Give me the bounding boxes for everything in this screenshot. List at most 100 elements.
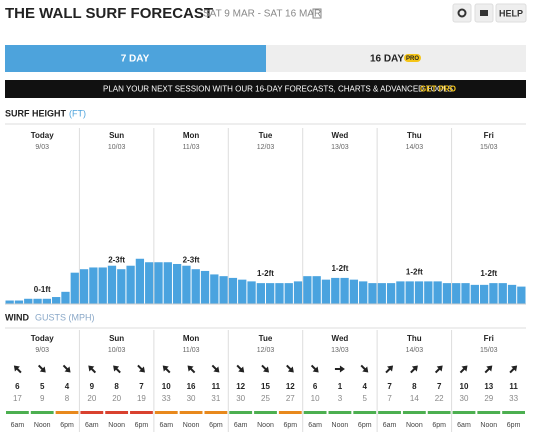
pro-badge — [404, 54, 421, 62]
surf-bar — [42, 298, 52, 304]
surf-bar — [284, 283, 293, 304]
day-date: 11/03 — [183, 144, 200, 151]
wind-speed: 7 — [139, 382, 144, 391]
day-date: 10/03 — [108, 144, 126, 151]
day-date: 11/03 — [183, 347, 200, 354]
wind-gust: 33 — [509, 394, 518, 403]
tab-16day[interactable] — [266, 45, 526, 72]
slot-time: 6pm — [432, 422, 446, 429]
surf-bar — [182, 265, 191, 304]
arrow-shape — [484, 365, 493, 374]
surf-bar — [452, 283, 461, 304]
wind-rating — [105, 411, 129, 414]
surf-range-label: 1-2ft — [480, 269, 497, 278]
tab-7day-label: 7 DAY — [121, 54, 150, 65]
wind-gust: 3 — [338, 394, 343, 403]
wind-speed: 11 — [509, 382, 518, 391]
wind-arrow — [187, 365, 196, 374]
wind-rating — [353, 411, 377, 414]
surf-range-label: 0-1ft — [34, 285, 51, 294]
surf-bar — [517, 286, 526, 304]
slot-time: Noon — [332, 422, 349, 429]
surf-bar — [33, 298, 42, 304]
surf-bar — [228, 277, 238, 304]
slot-time: Noon — [257, 422, 274, 429]
settings-button[interactable] — [452, 3, 472, 23]
wind-speed: 10 — [460, 382, 469, 391]
surf-range-label: 2-3ft — [183, 255, 200, 264]
arrow-shape — [37, 364, 46, 373]
day-date: 12/03 — [257, 347, 275, 354]
arrow-shape — [360, 364, 369, 373]
surf-bar — [489, 283, 498, 304]
day-name: Sun — [109, 131, 124, 140]
slot-time: Noon — [183, 422, 200, 429]
wind-gust: 29 — [484, 394, 493, 403]
wind-rating — [254, 411, 277, 414]
surf-bar — [340, 277, 349, 304]
arrow-shape — [13, 365, 22, 374]
wind-rating — [229, 411, 253, 414]
wind-rating — [303, 411, 327, 414]
arrow-shape — [162, 365, 171, 374]
day-name: Tue — [259, 131, 273, 140]
tab-7day[interactable] — [5, 45, 266, 72]
surf-bar — [210, 274, 219, 304]
wind-arrow — [88, 365, 97, 374]
wind-gust: 27 — [286, 394, 295, 403]
wind-arrow — [162, 365, 171, 374]
surf-bar — [89, 267, 98, 304]
wind-rating — [30, 411, 54, 414]
help-button[interactable] — [495, 3, 527, 23]
wind-rating — [179, 411, 203, 414]
day-date: 12/03 — [257, 144, 275, 151]
day-date: 15/03 — [480, 347, 498, 354]
surf-bar — [24, 298, 33, 304]
arrow-shape — [334, 365, 345, 373]
day-date: 13/03 — [331, 144, 349, 151]
surf-bar — [172, 263, 182, 304]
wind-rating — [55, 411, 79, 414]
day-name: Mon — [183, 334, 200, 343]
wind-rating — [502, 411, 525, 414]
wind-speed: 10 — [162, 382, 171, 391]
promo-cta: GET PRO — [420, 85, 456, 94]
wind-rating — [278, 411, 302, 414]
help-label: HELP — [499, 8, 523, 18]
slot-time: Noon — [406, 422, 423, 429]
slot-time: 6am — [383, 422, 397, 429]
promo-banner[interactable] — [5, 80, 526, 98]
wind-arrow — [334, 365, 345, 373]
surf-bar — [331, 277, 340, 304]
day-name: Today — [31, 131, 55, 140]
surf-bar — [442, 283, 452, 304]
surf-bar — [433, 281, 442, 304]
wind-speed: 8 — [412, 382, 417, 391]
arrow-shape — [385, 365, 394, 374]
wind-speed: 7 — [387, 382, 392, 391]
wind-speed: 13 — [484, 382, 493, 391]
surf-bar — [163, 262, 172, 304]
surf-bar — [256, 283, 265, 304]
surf-bar — [14, 300, 24, 304]
wind-speed: 9 — [90, 382, 95, 391]
surf-bar — [461, 283, 470, 304]
day-name: Wed — [332, 334, 349, 343]
page-title: THE WALL SURF FORECAST — [5, 5, 213, 22]
surf-unit: (FT) — [69, 108, 86, 118]
wind-speed: 7 — [437, 382, 442, 391]
surf-bar — [359, 281, 368, 304]
wind-rating — [204, 411, 228, 414]
wind-arrow — [484, 365, 493, 374]
slot-time: 6pm — [283, 422, 297, 429]
date-range: SAT 9 MAR - SAT 16 MAR — [203, 9, 321, 20]
surf-bar — [321, 279, 331, 304]
wind-rating — [402, 411, 426, 414]
day-date: 14/03 — [406, 144, 424, 151]
surf-bar — [52, 297, 61, 304]
arrow-shape — [459, 365, 468, 374]
day-name: Fri — [484, 334, 494, 343]
wind-arrow — [137, 364, 145, 373]
surf-bar — [312, 276, 321, 304]
surf-bar — [507, 284, 517, 304]
